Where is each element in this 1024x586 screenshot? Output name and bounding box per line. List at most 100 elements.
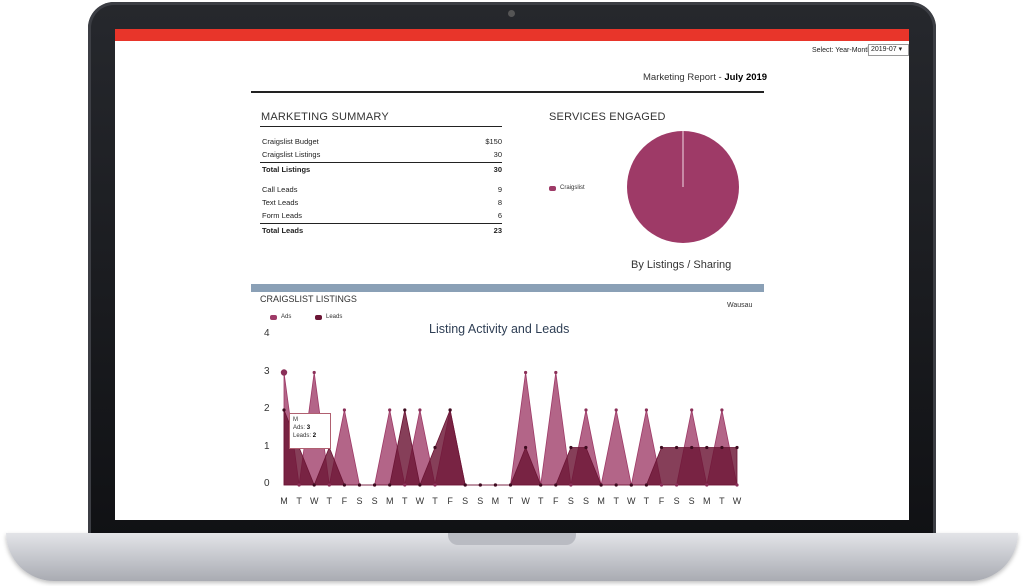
x-tick-label: F: [658, 496, 665, 506]
summary-row: Craigslist Budget $150: [262, 137, 502, 148]
year-month-select[interactable]: 2019-07 ▾: [868, 44, 909, 56]
x-tick-label: S: [356, 496, 363, 506]
data-point-ads[interactable]: [388, 408, 392, 412]
data-point-ads[interactable]: [569, 483, 573, 487]
x-tick-label: S: [462, 496, 469, 506]
x-tick-label: T: [537, 496, 544, 506]
row-label: Craigslist Budget: [262, 137, 319, 146]
y-tick-label: 4: [264, 328, 270, 339]
x-tick-label: W: [627, 496, 636, 506]
data-point-leads[interactable]: [357, 483, 362, 487]
data-point-ads[interactable]: [659, 483, 664, 487]
x-tick-label: T: [643, 496, 650, 506]
data-point-leads[interactable]: [614, 483, 618, 487]
data-point-leads[interactable]: [599, 483, 603, 487]
data-point-ads[interactable]: [735, 483, 739, 487]
y-tick-label: 1: [264, 440, 270, 452]
data-point-leads[interactable]: [508, 483, 513, 487]
data-point-leads[interactable]: [373, 483, 377, 487]
top-accent-bar: [115, 29, 909, 41]
data-point-leads[interactable]: [584, 445, 588, 450]
data-point-leads[interactable]: [448, 408, 452, 412]
x-tick-label: W: [309, 496, 319, 506]
data-point-ads[interactable]: [403, 483, 407, 487]
legend-label-craigslist: Craigslist: [560, 185, 585, 191]
data-point-ads[interactable]: [705, 483, 709, 487]
data-point-ads[interactable]: [675, 483, 679, 487]
data-point-leads[interactable]: [554, 483, 558, 487]
data-point-leads[interactable]: [659, 445, 664, 450]
data-point-leads[interactable]: [629, 483, 633, 487]
data-point-leads[interactable]: [705, 445, 709, 450]
data-point-leads[interactable]: [539, 483, 543, 487]
row-label: Craigslist Listings: [262, 150, 321, 159]
data-point-leads[interactable]: [644, 483, 649, 487]
x-tick-label: T: [402, 496, 408, 506]
data-point-ads[interactable]: [312, 370, 316, 375]
data-point-leads[interactable]: [478, 483, 482, 487]
data-point-ads[interactable]: [280, 369, 288, 376]
data-point-leads[interactable]: [735, 445, 739, 450]
row-label: Call Leads: [262, 185, 298, 194]
legend-label-ads: Ads: [281, 314, 292, 320]
summary-row: Call Leads 9: [262, 185, 502, 196]
row-value: 30: [493, 150, 502, 159]
data-point-leads[interactable]: [524, 445, 528, 450]
location-label: Wausau: [727, 302, 753, 309]
x-tick-label: M: [491, 496, 500, 506]
data-point-ads[interactable]: [418, 408, 422, 412]
data-point-leads[interactable]: [569, 445, 573, 450]
pie-chart: [627, 131, 739, 243]
data-point-ads[interactable]: [524, 370, 528, 375]
legend-swatch-ads: [270, 315, 277, 320]
data-point-leads[interactable]: [690, 445, 694, 450]
tooltip-day: M: [293, 417, 298, 423]
data-point-ads[interactable]: [720, 408, 724, 412]
data-point-leads[interactable]: [463, 483, 467, 487]
data-point-leads[interactable]: [282, 408, 286, 412]
pie-caption: By Listings / Sharing: [631, 259, 732, 271]
chart-tooltip: M Ads: 3 Leads: 2: [289, 413, 331, 449]
y-tick-label: 2: [264, 403, 270, 414]
data-point-leads[interactable]: [342, 483, 346, 487]
legend-swatch-leads: [315, 315, 322, 320]
data-point-leads[interactable]: [493, 483, 497, 487]
legend-swatch-craigslist: [549, 186, 556, 191]
subtotal-rule: [260, 223, 502, 224]
data-point-ads[interactable]: [297, 483, 301, 487]
summary-total-row: Total Leads 23: [262, 226, 502, 237]
row-value: 23: [493, 226, 502, 235]
data-point-ads[interactable]: [644, 408, 649, 412]
data-point-ads[interactable]: [342, 408, 346, 412]
row-value: 8: [497, 198, 502, 207]
data-point-ads[interactable]: [690, 408, 694, 412]
tooltip-leads-value: 2: [312, 433, 317, 439]
header-rule: [251, 91, 764, 93]
x-tick-label: S: [688, 496, 695, 506]
data-point-leads[interactable]: [720, 445, 724, 450]
series-area-leads: [283, 408, 738, 487]
row-label: Text Leads: [262, 198, 299, 207]
x-tick-label: W: [732, 496, 742, 506]
data-point-leads[interactable]: [433, 445, 437, 450]
x-tick-label: S: [673, 496, 680, 506]
data-point-ads[interactable]: [614, 408, 618, 412]
data-point-ads[interactable]: [433, 483, 437, 487]
row-label: Form Leads: [262, 211, 303, 220]
services-title: SERVICES ENGAGED: [549, 111, 666, 123]
x-tick-label: M: [385, 496, 394, 506]
x-tick-label: S: [567, 496, 574, 506]
row-value: $150: [485, 137, 502, 146]
tooltip-ads-label: Ads:: [293, 425, 306, 431]
data-point-leads[interactable]: [403, 408, 407, 412]
data-point-leads[interactable]: [418, 483, 422, 487]
data-point-leads[interactable]: [675, 445, 679, 450]
row-label: Total Listings: [262, 165, 311, 174]
data-point-leads[interactable]: [388, 483, 392, 487]
data-point-leads[interactable]: [312, 483, 316, 487]
data-point-ads[interactable]: [554, 370, 558, 375]
summary-row: Text Leads 8: [262, 198, 502, 209]
data-point-ads[interactable]: [584, 408, 588, 412]
data-point-ads[interactable]: [327, 483, 331, 487]
report-prefix: Marketing Report -: [643, 72, 725, 83]
